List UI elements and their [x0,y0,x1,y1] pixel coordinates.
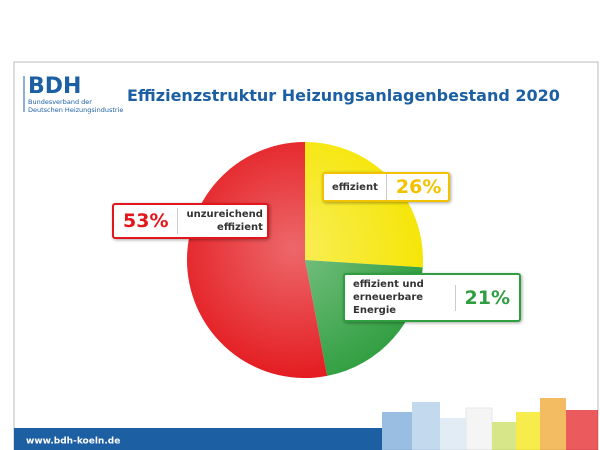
slice-label: effizient und erneuerbare Energie [353,279,424,316]
value-label: 53% [114,208,179,234]
value-label: 26% [385,174,450,200]
callout: effizient 26% [322,172,450,202]
slice-label: unzureichend effizient [186,209,263,233]
callout: 53% unzureichend effizient [112,203,269,239]
org-name: Bundesverband der [28,98,92,106]
value-label: 21% [454,284,519,311]
chart-title: Effizienzstruktur Heizungsanlagenbestand… [127,86,560,105]
cube-decoration [382,398,598,450]
footer-url: www.bdh-koeln.de [26,437,120,447]
footer-band [14,428,382,450]
logo: BDH [28,74,81,99]
slice-label: effizient [332,181,378,193]
callout: effizient und erneuerbare Energie 21% [343,273,521,322]
org-name: Deutschen Heizungsindustrie [28,106,123,114]
